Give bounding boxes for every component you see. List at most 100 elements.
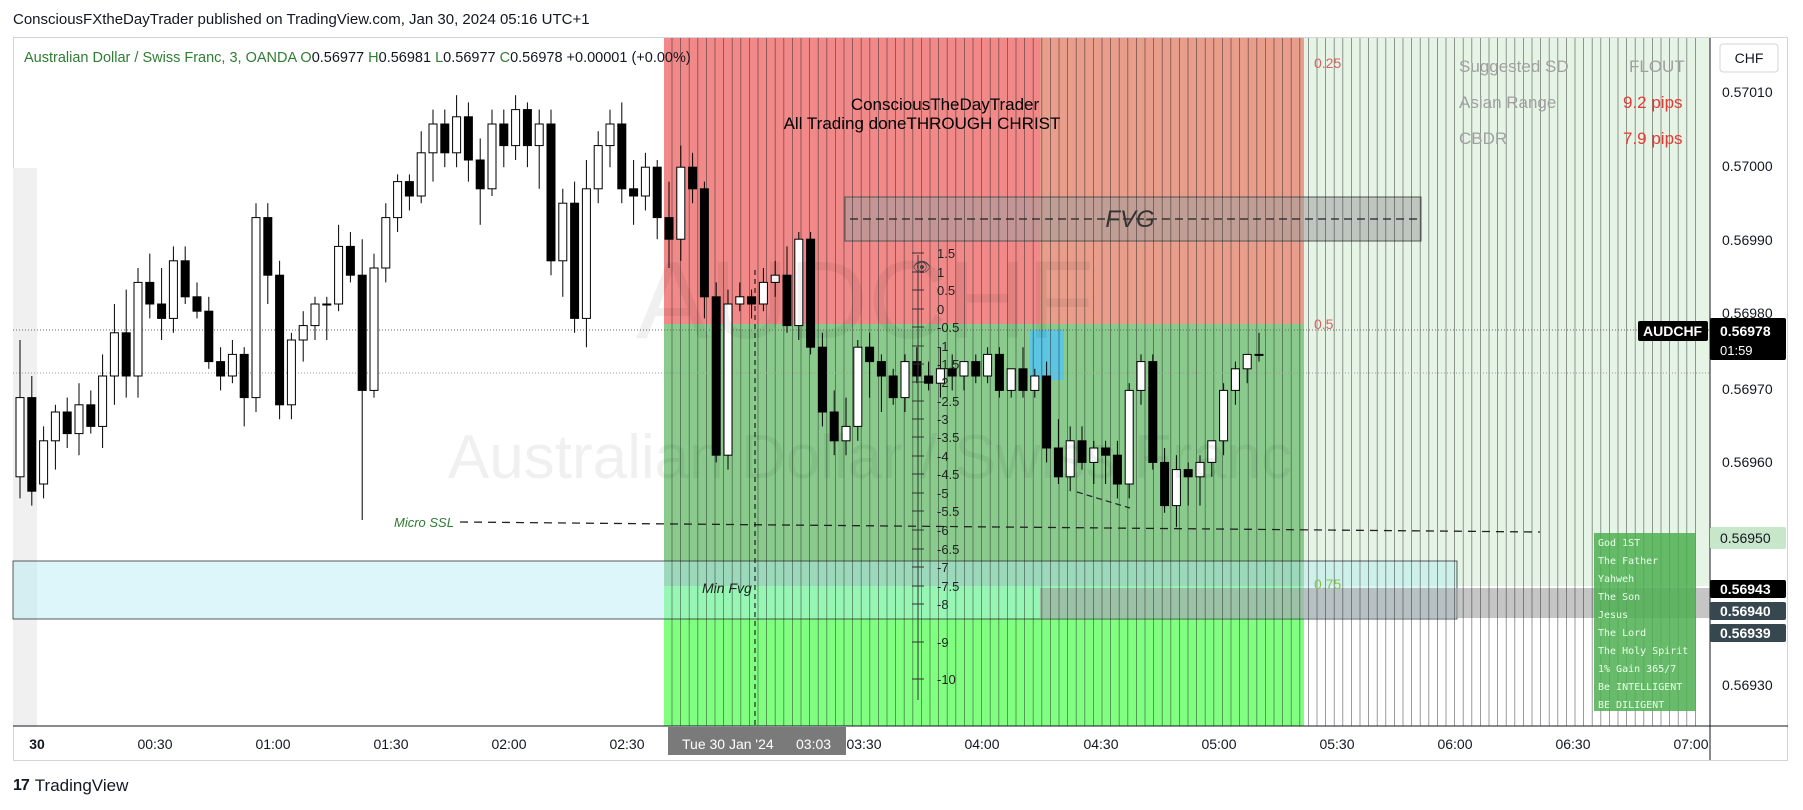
asian-range-value: 9.2 pips: [1623, 93, 1683, 112]
tradingview-logo[interactable]: 17 TradingView: [13, 776, 128, 796]
asian-range-label: Asian Range: [1459, 93, 1556, 112]
candle: [322, 296, 332, 340]
time-tick: 30: [29, 736, 45, 752]
last-price: 0.56978: [1720, 323, 1771, 339]
sd-level-label: -7.5: [937, 579, 959, 594]
candle: [1030, 368, 1040, 398]
candle: [499, 109, 509, 168]
candle-body: [747, 296, 757, 305]
candle: [546, 109, 556, 276]
legend-part: H: [368, 50, 378, 66]
candle-body: [416, 152, 426, 197]
time-tick: 06:00: [1437, 736, 1472, 752]
candle: [463, 102, 473, 182]
candle-body: [298, 325, 308, 341]
fvg-label: FVG: [1105, 206, 1154, 233]
candle-body: [1171, 469, 1181, 507]
sd-level-label: -9: [937, 635, 949, 650]
notes-line: The Holy Spirit: [1598, 646, 1688, 657]
candle-body: [994, 353, 1004, 391]
candle: [581, 160, 591, 348]
price-label-p1: 0.56950: [1720, 530, 1771, 546]
candle: [605, 109, 615, 168]
candle: [876, 354, 886, 412]
crosshair-time: 03:03: [796, 736, 831, 752]
legend-part: Australian Dollar / Swiss Franc, 3, OAND…: [24, 50, 300, 66]
candle-body: [1124, 389, 1134, 485]
cbdr-value: 7.9 pips: [1623, 129, 1683, 148]
author-annotation: ConsciousTheDayTrader: [851, 95, 1040, 114]
candle-body: [1207, 440, 1217, 463]
candle-body: [770, 274, 780, 283]
candle: [275, 260, 285, 420]
candle-body: [1230, 368, 1240, 391]
candle-body: [334, 245, 344, 305]
candle: [62, 397, 72, 448]
candle-body: [369, 267, 379, 391]
last-price-bg: [1710, 318, 1786, 360]
candle-body: [1053, 447, 1063, 478]
notes-line: The Son: [1598, 592, 1640, 603]
candle: [1136, 354, 1146, 405]
candle: [735, 282, 745, 312]
tradingview-logo-icon: 17: [13, 777, 30, 794]
candle: [1053, 419, 1063, 484]
suggested-sd-label: Suggested SD: [1459, 57, 1569, 76]
candle: [888, 368, 898, 405]
sd-level-label: -5: [937, 486, 949, 501]
candle-body: [806, 238, 816, 348]
candle-body: [1160, 461, 1170, 507]
candle-body: [735, 296, 745, 305]
candle: [39, 426, 49, 499]
candle-body: [1112, 454, 1122, 485]
candle-body: [39, 440, 49, 485]
candle-body: [62, 411, 72, 435]
candle: [924, 361, 934, 391]
candle-body: [546, 123, 556, 262]
time-tick: 06:30: [1555, 736, 1590, 752]
candle-body: [1089, 447, 1099, 463]
candle: [1254, 332, 1264, 362]
time-tick: 01:30: [373, 736, 408, 752]
sd-level-label: -10: [937, 672, 956, 687]
candle-body: [263, 217, 273, 276]
candle-body: [109, 332, 119, 377]
tradingview-logo-text: TradingView: [34, 776, 129, 795]
candle-body: [463, 116, 473, 161]
candle: [216, 347, 226, 391]
candle-body: [676, 166, 686, 240]
candle-body: [475, 159, 485, 190]
candle-body: [1219, 389, 1229, 442]
candle: [817, 332, 827, 427]
candle-body: [204, 310, 214, 363]
candle: [204, 296, 214, 369]
candle-body: [275, 274, 285, 406]
candle: [900, 354, 910, 412]
candle-body: [629, 188, 639, 197]
candle-body: [98, 375, 108, 427]
sd-level-label: -0.5: [937, 320, 959, 335]
micro-ssl-label: Micro SSL: [394, 515, 454, 530]
price-label-p3: 0.56940: [1720, 603, 1771, 619]
candle: [145, 253, 155, 319]
legend-part: 0.56978: [510, 50, 566, 66]
price-tick: 0.57010: [1722, 84, 1773, 100]
price-tick: 0.56970: [1722, 381, 1773, 397]
candle-body: [865, 346, 875, 363]
legend-part: C: [500, 50, 510, 66]
candle: [440, 109, 450, 168]
candle-body: [1042, 375, 1052, 449]
candle-body: [1136, 361, 1146, 391]
candle: [121, 289, 131, 398]
candle-body: [192, 296, 202, 312]
candle-body: [983, 353, 993, 377]
candle: [27, 376, 37, 506]
candle: [345, 232, 355, 283]
candle-body: [251, 217, 261, 399]
candle-body: [688, 166, 698, 190]
candle-body: [534, 123, 544, 147]
candle-body: [121, 332, 131, 377]
candle: [1112, 440, 1122, 499]
candle: [157, 268, 167, 340]
